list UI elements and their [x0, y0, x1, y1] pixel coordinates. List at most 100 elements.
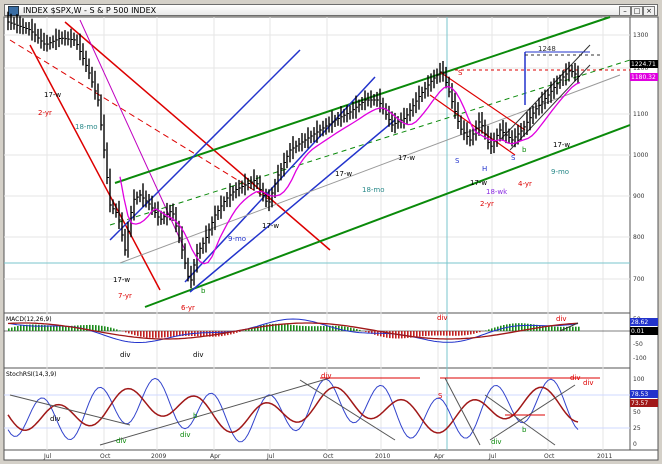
- macd-histogram-bar: [44, 325, 46, 331]
- macd-histogram-bar: [413, 331, 415, 338]
- macd-histogram-bar: [293, 325, 295, 331]
- macd-histogram-bar: [269, 324, 271, 331]
- macd-histogram-bar: [497, 326, 499, 331]
- macd-histogram-bar: [11, 327, 13, 331]
- macd-signal-label: 0.01: [631, 328, 645, 335]
- price-y-axis: 1300 1200 1100 1000 900 800 700: [4, 32, 648, 283]
- macd-histogram-bar: [83, 325, 85, 331]
- red-dashed-line: [9, 39, 271, 201]
- macd-histogram-bar: [146, 331, 148, 338]
- macd-histogram-bar: [518, 323, 520, 331]
- close-button[interactable]: ×: [643, 6, 655, 16]
- annotation-label: div: [583, 379, 594, 387]
- ma-price-label: 1180.32: [631, 74, 656, 81]
- macd-histogram-bar: [200, 331, 202, 337]
- annotation-label: 17-w: [44, 91, 61, 99]
- annotation-label: 17-w: [398, 154, 415, 162]
- macd-panel: [3, 312, 631, 369]
- macd-histogram-bar: [566, 326, 568, 331]
- x-tick-label: Oct: [544, 453, 555, 460]
- annotation-label: 9-mo: [551, 168, 569, 176]
- stochrsi-annotations: div div div div div S b b div div: [50, 372, 594, 446]
- annotation-label: 1248: [538, 45, 556, 53]
- annotation-label: div: [180, 431, 191, 439]
- macd-histogram-bar: [407, 331, 409, 338]
- macd-histogram-bar: [281, 324, 283, 331]
- macd-histogram-bar: [542, 325, 544, 331]
- app-icon: [8, 6, 19, 16]
- stochrsi-panel: [3, 367, 631, 451]
- stoch-d-tag: [630, 399, 658, 407]
- macd-histogram-bar: [230, 331, 232, 335]
- macd-histogram-bar: [509, 323, 511, 331]
- y-tick-label: 1200: [633, 65, 648, 72]
- macd-histogram-bar: [95, 325, 97, 331]
- macd-histogram-bar: [8, 328, 10, 331]
- macd-histogram-bar: [185, 331, 187, 336]
- maximize-button[interactable]: □: [631, 6, 643, 16]
- y-tick-label: 1100: [633, 111, 648, 118]
- macd-histogram-bar: [260, 325, 262, 331]
- annotation-label: div: [491, 438, 502, 446]
- macd-histogram-bar: [476, 331, 478, 333]
- minimize-button[interactable]: –: [619, 6, 631, 16]
- macd-histogram-bar: [203, 331, 205, 337]
- x-tick-label: Oct: [323, 453, 334, 460]
- red-down-line: [429, 94, 516, 156]
- annotation-label: 6-yr: [181, 304, 195, 312]
- macd-histogram-bar: [527, 323, 529, 331]
- macd-histogram-bar: [107, 326, 109, 331]
- macd-histogram-bar: [452, 331, 454, 336]
- macd-histogram-bar: [164, 331, 166, 338]
- macd-histogram-bar: [284, 324, 286, 331]
- macd-histogram-bar: [470, 331, 472, 335]
- macd-histogram-bar: [38, 324, 40, 331]
- macd-histogram-bar: [491, 328, 493, 331]
- x-tick-label: 2009: [151, 453, 166, 460]
- y-tick-label: 800: [633, 234, 645, 241]
- macd-histogram-bar: [302, 325, 304, 331]
- macd-histogram-bar: [455, 331, 457, 336]
- price-panel: [3, 16, 631, 314]
- annotation-label: b: [201, 287, 206, 295]
- macd-histogram-bar: [383, 331, 385, 338]
- macd-histogram-bar: [323, 326, 325, 331]
- macd-histogram-bar: [560, 326, 562, 331]
- macd-histogram-bar: [521, 323, 523, 331]
- macd-histogram-bar: [86, 325, 88, 331]
- x-tick-label: 2010: [375, 453, 390, 460]
- window-title-bar: INDEX $SPX,W - S & P 500 INDEX – □ ×: [4, 4, 658, 16]
- macd-histogram-bar: [347, 327, 349, 331]
- stoch-d-label: 73.57: [631, 400, 648, 407]
- macd-histogram-bar: [245, 329, 247, 331]
- macd-histogram-bar: [458, 331, 460, 336]
- macd-histogram-bar: [206, 331, 208, 337]
- macd-histogram-bar: [548, 326, 550, 331]
- y-tick-label: 900: [633, 193, 645, 200]
- blue-channel-line: [109, 49, 301, 241]
- annotation-label: div: [50, 415, 61, 423]
- y-tick-label: 1300: [633, 32, 648, 39]
- macd-histogram-bar: [554, 326, 556, 331]
- macd-histogram-bar: [443, 331, 445, 336]
- macd-signal-line: [7, 322, 579, 340]
- macd-histogram-bar: [233, 331, 235, 334]
- annotation-label: 17-w: [113, 276, 130, 284]
- macd-histogram-bar: [137, 331, 139, 336]
- macd-histogram-bar: [155, 331, 157, 338]
- macd-histogram-bar: [71, 325, 73, 331]
- macd-histogram-bar: [236, 331, 238, 333]
- annotation-label: b: [522, 426, 527, 434]
- macd-histogram-bar: [320, 326, 322, 331]
- y-axis-strip: [629, 16, 659, 451]
- y-tick-label: 1000: [633, 152, 648, 159]
- macd-histogram-bar: [140, 331, 142, 337]
- annotation-label: 17-w: [470, 179, 487, 187]
- macd-histogram-bar: [344, 326, 346, 331]
- macd-histogram-bar: [53, 325, 55, 331]
- macd-histogram-bar: [419, 331, 421, 337]
- ma-price-tag: [630, 73, 658, 81]
- annotation-label: 18-wk: [486, 188, 508, 196]
